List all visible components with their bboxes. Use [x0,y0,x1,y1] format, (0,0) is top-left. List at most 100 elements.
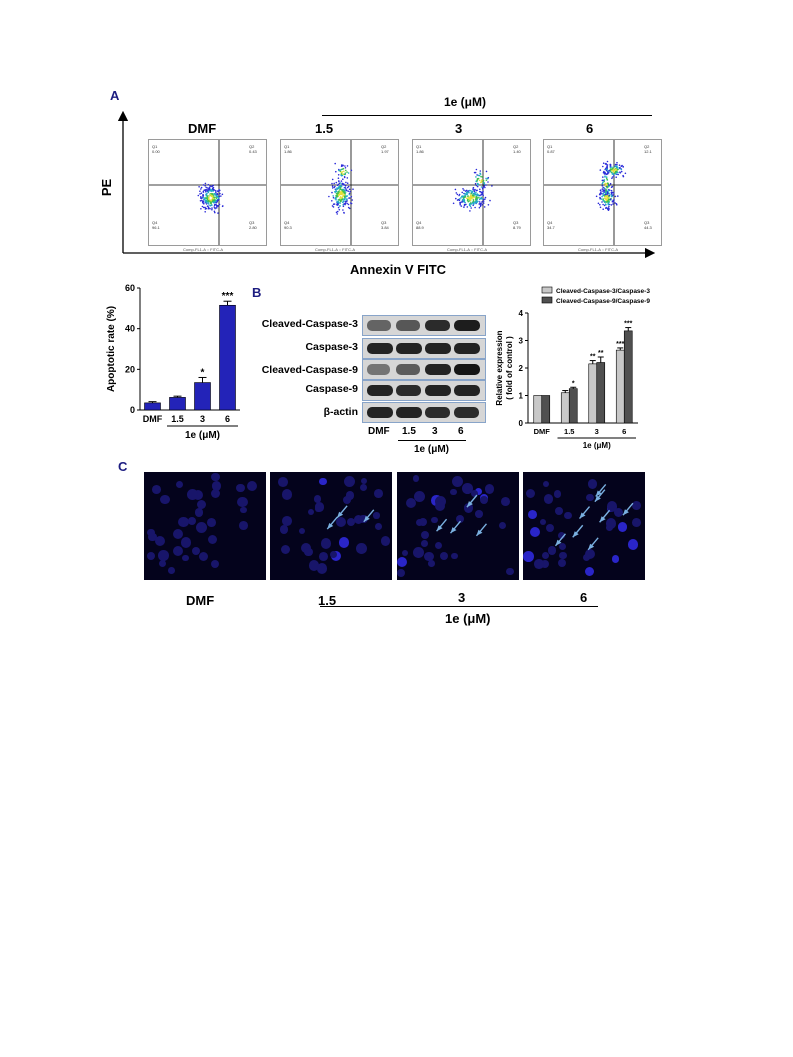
flow-event [339,170,342,172]
flow-event [464,190,467,192]
flow-event [617,195,619,197]
flow-event [471,202,473,205]
nucleus [335,516,347,528]
flow-event [342,183,344,186]
flow-event [472,203,475,205]
flow-event [218,189,220,191]
nucleus [186,489,198,501]
flow-plot-dmf: Q1 0.00 Q2 0.43 Q4 96.1 Q3 2.80 [148,139,267,246]
x-tick-label: DMF [534,427,551,436]
flow-event [615,168,617,170]
quadrant-label-q4: Q4 [152,220,158,225]
nucleus [343,495,352,505]
bar [169,397,186,411]
flow-event [349,190,351,193]
nucleus [206,518,216,527]
flow-event [338,169,340,172]
flow-event [463,195,465,197]
quadrant-label-q1: Q1 [284,144,290,149]
flow-event [207,206,210,209]
flow-event [479,194,481,197]
y-tick-label: 40 [125,324,135,334]
flow-event [622,165,624,168]
blot-row [362,402,486,423]
flow-event [605,198,607,201]
y-tick-label: 1 [519,392,524,401]
flow-event [606,164,609,166]
nucleus [193,489,204,500]
flow-event [203,189,205,191]
flow-event [207,205,209,207]
flow-event [476,182,479,185]
flow-event [606,196,609,199]
flow-event [210,190,212,193]
flow-event [214,211,216,214]
flow-event [341,171,344,173]
nucleus [584,548,595,559]
y-tick-label: 2 [519,364,524,373]
flow-event [605,192,607,194]
flow-event [337,177,340,179]
flow-event [339,182,342,184]
flow-event [617,173,619,176]
flow-event [475,176,477,178]
flow-event [599,189,602,192]
blot-row [362,315,486,336]
flow-event [198,186,200,188]
micrograph-3 [397,472,519,580]
flow-event [603,187,606,189]
flow-event [600,191,602,193]
flow-event [476,184,479,186]
flow-event [339,187,342,189]
flow-event [482,200,485,202]
flow-event [342,209,344,211]
nucleus [374,523,382,530]
nucleus [547,546,557,555]
bar [194,382,211,411]
bar [541,395,551,424]
flow-event [343,184,346,186]
flow-event [347,203,350,206]
flow-event [205,203,208,205]
quadrant-label-q4: Q4 [547,220,553,225]
blot-label-caspase-3: Caspase-3 [305,341,358,353]
flow-event [345,181,347,184]
flow-event [615,165,617,168]
nucleus [606,500,618,512]
x-tick-label: 3 [200,414,205,424]
quadrant-label-q3: Q3 [644,220,650,225]
quadrant-value-q1: 1.86 [416,149,425,154]
flow-event [215,204,218,207]
flow-event [602,189,605,191]
flow-event [331,182,333,185]
flow-event [616,204,618,206]
flow-event [472,188,474,190]
flow-event [485,179,488,181]
flow-event [217,197,220,200]
quadrant-value-q1: 0.00 [152,149,161,154]
flow-event [197,194,200,197]
flow-event [455,192,458,194]
flow-event [483,182,485,184]
flow-event [475,196,477,198]
quadrant-value-q2: 12.1 [644,149,653,154]
flow-event [212,197,215,200]
y-tick-label: 0 [519,419,524,428]
flow-event [454,188,457,191]
flow-event [605,177,608,180]
nucleus [207,534,218,544]
flow-event [602,179,604,182]
flow-event [212,187,214,189]
nucleus [210,488,221,499]
blot-label-beta-actin: β-actin [323,406,358,418]
flow-event [333,203,336,205]
flow-event [351,199,354,201]
flow-event [218,195,221,198]
flow-event [603,171,605,174]
flow-event [205,201,208,204]
flow-event [335,181,338,184]
arrow-head-icon [595,490,602,497]
flow-event [620,168,623,171]
quadrant-label-q3: Q3 [513,220,519,225]
flow-event [606,186,609,188]
